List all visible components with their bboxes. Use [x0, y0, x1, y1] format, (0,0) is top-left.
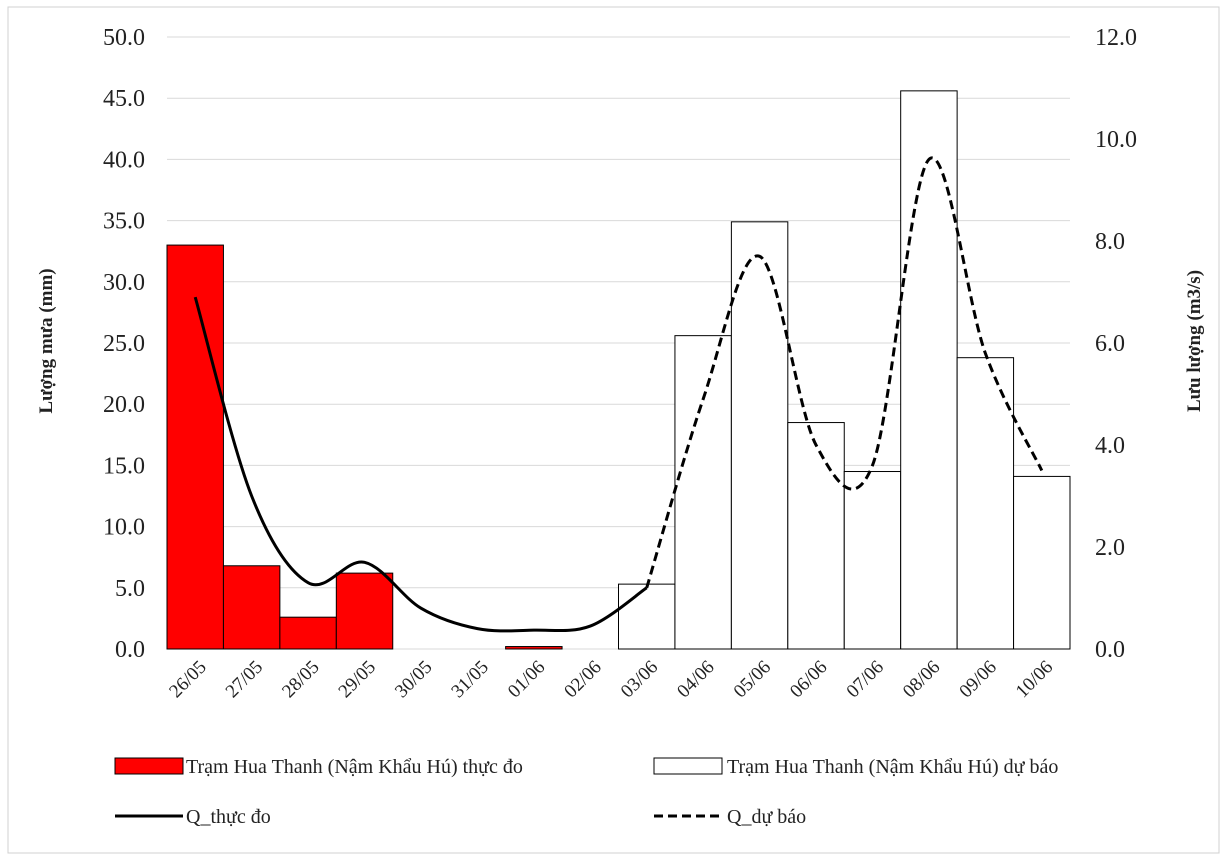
y-tick-label: 10.0 — [103, 515, 145, 541]
bar-observed — [505, 646, 563, 650]
y2-tick-label: 8.0 — [1095, 229, 1125, 255]
bar-forecast — [956, 357, 1015, 650]
y2-tick-label: 4.0 — [1095, 433, 1125, 459]
bar-observed — [222, 565, 281, 650]
y-tick-label: 35.0 — [103, 209, 145, 235]
y-tick-label: 5.0 — [115, 576, 145, 602]
y-axis-right: 0.0 2.0 4.0 6.0 8.0 10.0 12.0 — [1095, 25, 1137, 663]
y-tick-label: 0.0 — [115, 637, 145, 663]
bar-forecast — [674, 335, 732, 650]
y-tick-label: 50.0 — [103, 25, 145, 51]
legend-label-line-observed: Q_thực đo — [186, 806, 271, 828]
lines-group — [193, 156, 1044, 633]
bar-observed — [166, 244, 224, 650]
legend-label-bar-observed: Trạm Hua Thanh (Nậm Khẩu Hú) thực đo — [186, 756, 523, 778]
y2-axis-title: Lưu lượng (m3/s) — [1184, 270, 1205, 412]
y-tick-label: 45.0 — [103, 86, 145, 112]
y-tick-label: 20.0 — [103, 392, 145, 418]
bar-forecast — [900, 90, 958, 650]
y2-tick-label: 6.0 — [1095, 331, 1125, 357]
legend: Trạm Hua Thanh (Nậm Khẩu Hú) thực đo Trạ… — [114, 756, 1058, 828]
bar-observed — [335, 572, 394, 650]
y2-tick-label: 2.0 — [1095, 535, 1125, 561]
y2-tick-label: 10.0 — [1095, 127, 1137, 153]
bar-forecast — [730, 221, 789, 650]
y-tick-label: 40.0 — [103, 147, 145, 173]
y-tick-label: 25.0 — [103, 331, 145, 357]
y-axis-title: Lượng mưa (mm) — [36, 268, 57, 413]
y-tick-label: 15.0 — [103, 453, 145, 479]
line-forecast — [645, 156, 1044, 589]
legend-label-bar-forecast: Trạm Hua Thanh (Nậm Khẩu Hú) dự báo — [727, 756, 1058, 778]
y-tick-label: 30.0 — [103, 270, 145, 296]
y2-tick-label: 0.0 — [1095, 637, 1125, 663]
bar-forecast — [618, 583, 676, 650]
legend-label-line-forecast: Q_dự báo — [727, 806, 806, 828]
y-axis-left: 0.0 5.0 10.0 15.0 20.0 25.0 30.0 35.0 40.0 45.0 50… — [103, 25, 145, 663]
y2-tick-label: 12.0 — [1095, 25, 1137, 51]
bar-forecast — [843, 471, 902, 650]
bars-group — [166, 90, 1071, 650]
bar-forecast — [787, 422, 845, 650]
legend-swatch-bar-forecast — [653, 757, 723, 775]
bar-observed — [279, 616, 337, 650]
legend-swatch-bar-observed — [114, 757, 184, 775]
bar-forecast — [1013, 475, 1071, 650]
line-observed — [193, 296, 648, 633]
